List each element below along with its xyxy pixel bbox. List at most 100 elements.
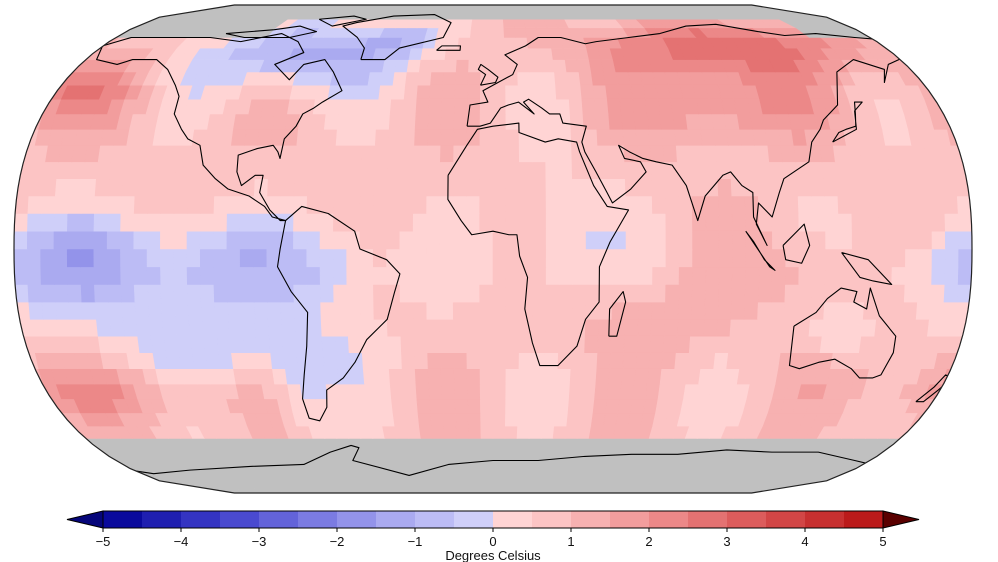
grid-cell [824,213,840,232]
grid-cell [519,195,534,214]
grid-cell [54,284,69,303]
grid-cell [231,352,247,369]
grid-cell [599,266,614,285]
colorbar-tick-label: 5 [879,534,886,549]
grid-cell [687,352,703,369]
grid-cell [811,266,826,285]
grid-cell [28,178,44,197]
map-border [13,4,973,494]
grid-cell [453,335,468,354]
grid-cell [472,11,484,20]
grid-cell [530,84,545,100]
grid-cell [685,113,702,130]
grid-cell [267,301,282,320]
grid-cell [137,335,154,354]
grid-cell [632,383,648,400]
grid-cell [447,460,461,471]
grid-cell [551,438,566,451]
grid-cell [537,449,552,461]
grid-cell [850,469,883,480]
grid-cell [416,398,431,414]
grid-cell [837,195,853,214]
grid-cell [373,195,388,214]
grid-cell [887,318,904,337]
grid-cell [811,284,826,303]
coastline [832,101,863,143]
grid-cell [135,161,152,180]
grid-cell [479,301,494,320]
grid-cell [257,352,273,369]
grid-cell [798,248,813,268]
grid-cell [468,47,482,60]
grid-cell [811,248,826,268]
grid-cell [253,213,268,232]
grid-cell [413,335,428,354]
grid-cell [754,335,770,354]
colorbar-swatch [649,511,689,528]
grid-cell [452,248,467,268]
grid-cell [106,248,121,268]
grid-cell [134,178,150,197]
grid-cell [638,213,653,232]
grid-cell [175,318,191,337]
grid-cell [572,248,587,268]
grid-cell [571,318,586,337]
grid-cell [109,161,125,180]
grid-cell [173,284,189,303]
grid-cell [595,113,611,130]
grid-cell [146,213,162,232]
grid-cell [904,213,919,232]
grid-cell [454,398,469,414]
grid-cell [700,129,716,146]
grid-cell [454,98,468,115]
grid-cell [850,18,883,29]
grid-cell [106,230,121,250]
grid-cell [82,161,99,180]
grid-cell [558,335,573,354]
grid-cell [529,71,544,86]
grid-cell [541,71,556,86]
grid-cell [40,248,55,268]
grid-cell [216,145,232,163]
grid-cell [293,178,309,197]
grid-cell [187,284,202,303]
grid-cell [333,213,348,232]
grid-cell [891,213,906,232]
grid-cell [732,248,747,268]
grid-cell [544,368,559,385]
grid-cell [785,213,800,232]
grid-cell [953,318,970,337]
grid-cell [320,161,336,180]
grid-cell [29,161,46,180]
grid-cell [469,449,483,461]
grid-cell [838,230,853,250]
grid-cell [769,161,785,180]
grid-cell [558,178,573,197]
grid-cell [770,301,786,320]
grid-cell [518,145,533,163]
grid-cell [940,318,957,337]
grid-cell [711,368,727,385]
grid-cell [568,98,584,115]
colorbar-swatch [220,511,260,528]
grid-cell [93,213,108,232]
grid-cell [16,318,33,337]
grid-cell [891,248,906,268]
grid-cell [440,352,455,369]
grid-cell [200,213,215,232]
grid-cell [568,383,584,400]
grid-cell [610,335,625,354]
colorbar-ticks: −5 −4 −3 −2 −1 0 1 2 3 4 5 [96,528,887,549]
grid-cell [226,266,241,285]
grid-cell [492,284,507,303]
grid-cell [950,145,968,163]
grid-cell [585,248,600,268]
grid-cell [514,460,528,471]
grid-cell [752,129,769,146]
grid-cell [367,71,383,86]
grid-cell [178,352,195,369]
grid-cell [173,230,188,250]
grid-cell [482,478,494,487]
grid-cell [374,352,390,369]
grid-cell [426,145,441,163]
